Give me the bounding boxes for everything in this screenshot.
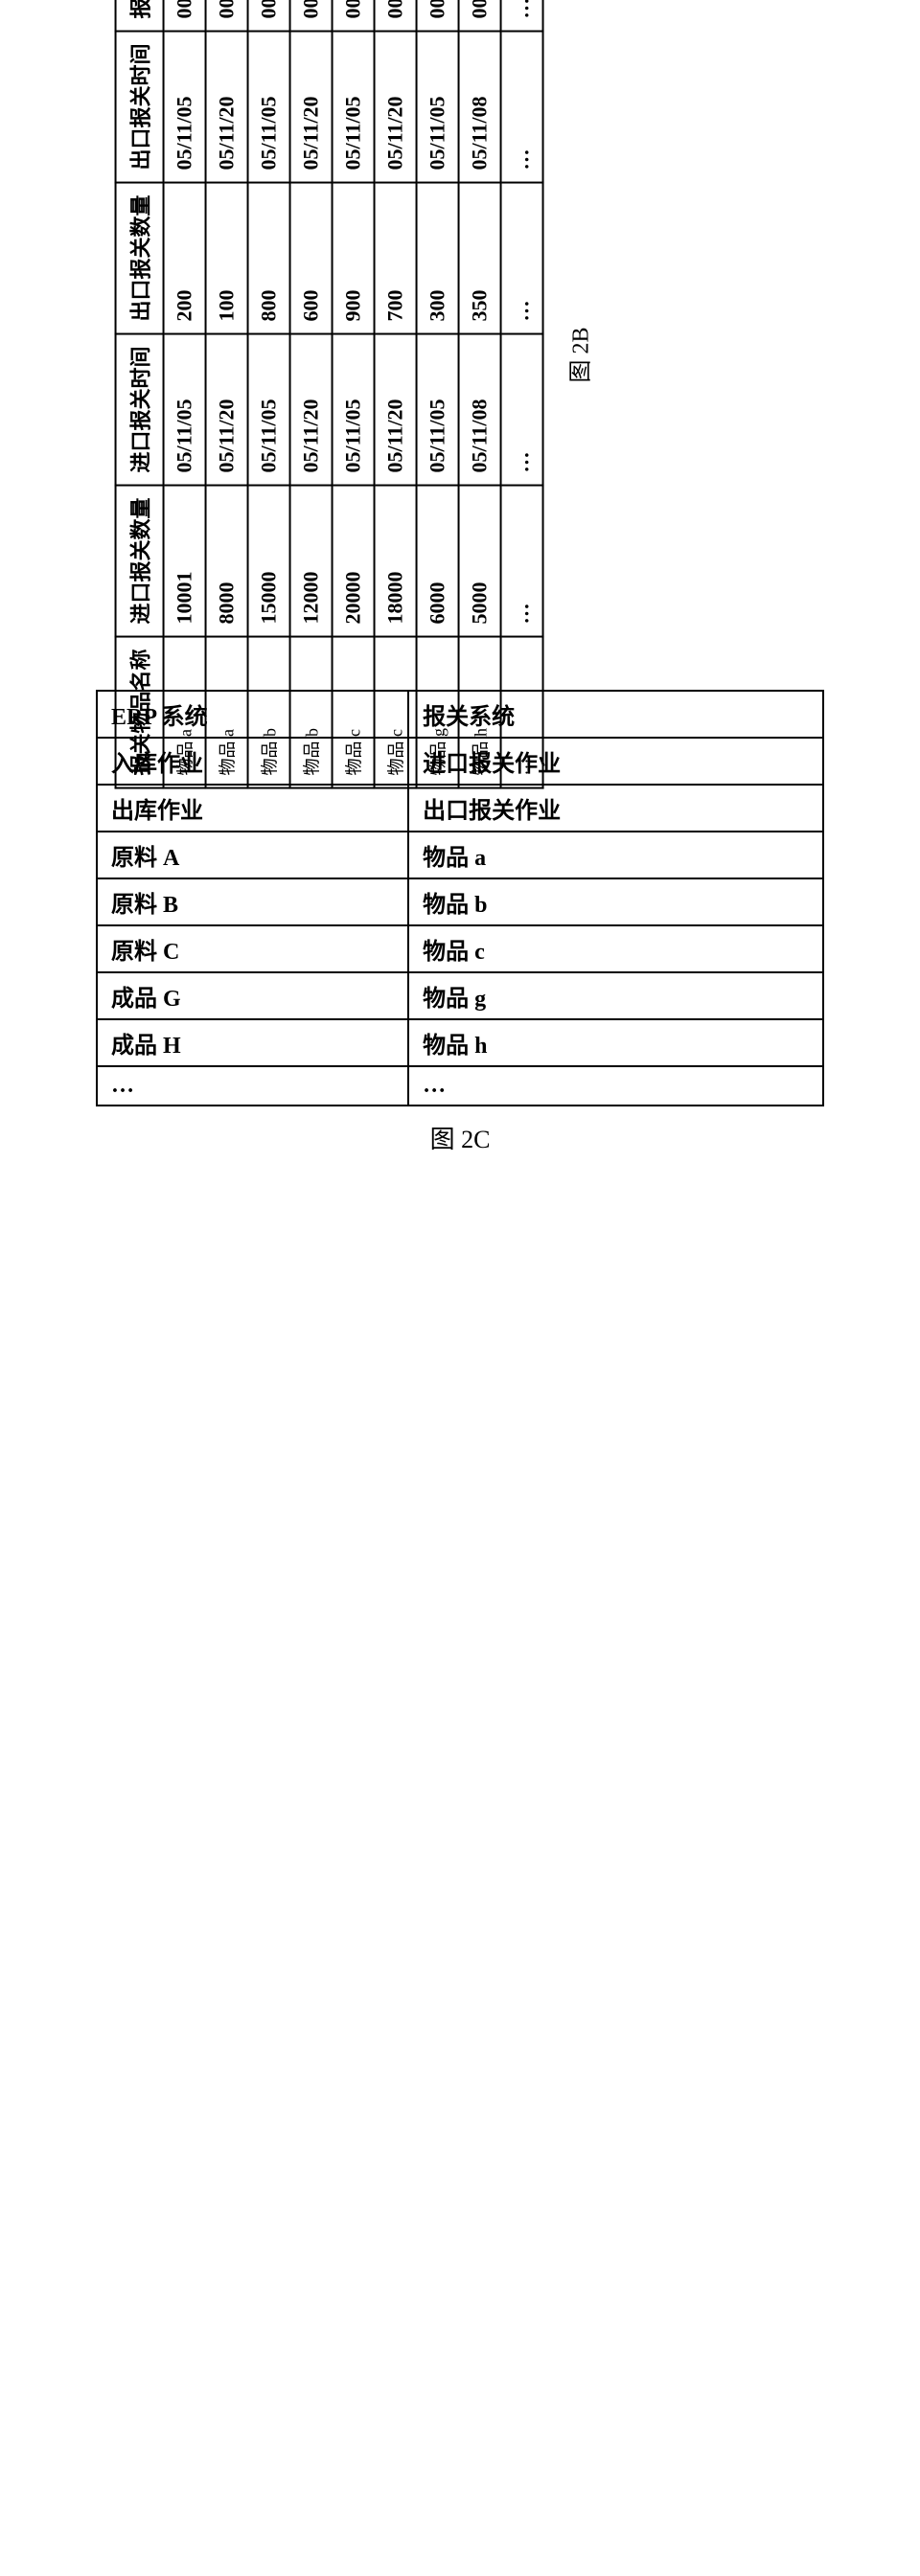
cell: 物品 g <box>408 972 823 1019</box>
cell: … <box>501 0 543 31</box>
cell: 物品 b <box>408 878 823 925</box>
table-row: 原料 B 物品 b <box>97 878 823 925</box>
th-import-time: 进口报关时间 <box>116 333 164 485</box>
cell: … <box>501 182 543 333</box>
cell: 05/11/05 <box>333 31 375 182</box>
cell: 6000 <box>417 485 459 636</box>
th-import-qty: 进口报关数量 <box>116 485 164 636</box>
cell: 物品 h <box>459 636 501 787</box>
cell: 05/11/08 <box>459 31 501 182</box>
cell: 物品 h <box>408 1019 823 1066</box>
th-export-qty: 出口报关数量 <box>116 182 164 333</box>
cell: 300 <box>417 182 459 333</box>
cell: 05/11/05 <box>248 31 290 182</box>
cell: 20000 <box>333 485 375 636</box>
cell: 物品 a <box>206 636 248 787</box>
cell: 15000 <box>248 485 290 636</box>
cell: 05/11/05 <box>333 333 375 485</box>
cell: 05/11/05 <box>417 31 459 182</box>
cell: 物品 b <box>248 636 290 787</box>
cell: 成品 G <box>97 972 408 1019</box>
cell: 10001 <box>164 485 206 636</box>
cell: 出库作业 <box>97 785 408 832</box>
cell: 12000 <box>290 485 333 636</box>
cell: 0001 <box>248 0 290 31</box>
cell: … <box>408 1066 823 1106</box>
cell: 05/11/20 <box>206 333 248 485</box>
cell: 8000 <box>206 485 248 636</box>
cell: 物品 b <box>290 636 333 787</box>
cell: 05/11/05 <box>417 333 459 485</box>
table-row: 物品 a 8000 05/11/20 100 05/11/20 0004 <box>206 0 248 787</box>
cell: 05/11/20 <box>375 333 417 485</box>
table-row: 原料 C 物品 c <box>97 925 823 972</box>
table-2b: 报关物品名称 进口报关数量 进口报关时间 出口报关数量 出口报关时间 报关单号 … <box>115 0 544 788</box>
th-export-time: 出口报关时间 <box>116 31 164 182</box>
cell: 100 <box>206 182 248 333</box>
cell: 0001 <box>333 0 375 31</box>
th-item-name: 报关物品名称 <box>116 636 164 787</box>
cell: 原料 A <box>97 832 408 878</box>
table-row: 原料 A 物品 a <box>97 832 823 878</box>
cell: 原料 C <box>97 925 408 972</box>
table-row: 物品 c 20000 05/11/05 900 05/11/05 0001 <box>333 0 375 787</box>
cell: … <box>97 1066 408 1106</box>
table-row: 成品 H 物品 h <box>97 1019 823 1066</box>
cell: 物品 g <box>417 636 459 787</box>
cell: 05/11/08 <box>459 333 501 485</box>
cell: 05/11/20 <box>290 333 333 485</box>
cell: … <box>501 333 543 485</box>
cell: 200 <box>164 182 206 333</box>
cell: 0003 <box>417 0 459 31</box>
cell: 05/11/20 <box>206 31 248 182</box>
cell: 05/11/20 <box>375 31 417 182</box>
cell: 物品 a <box>408 832 823 878</box>
figure-2b-container: 报关物品名称 进口报关数量 进口报关时间 出口报关数量 出口报关时间 报关单号 … <box>19 19 690 690</box>
cell: 800 <box>248 182 290 333</box>
figure-2b-label: 图 2B <box>562 327 595 382</box>
cell: 350 <box>459 182 501 333</box>
table-row: 物品 g 6000 05/11/05 300 05/11/05 0003 <box>417 0 459 787</box>
cell: 0001 <box>164 0 206 31</box>
cell: 05/11/05 <box>164 31 206 182</box>
cell: 0003 <box>459 0 501 31</box>
table-row: 物品 c 18000 05/11/20 700 05/11/20 0004 <box>375 0 417 787</box>
cell: 900 <box>333 182 375 333</box>
table-2b-body: 物品 a 10001 05/11/05 200 05/11/05 0001 物品… <box>164 0 543 787</box>
cell: 物品 c <box>375 636 417 787</box>
table-2b-header-row: 报关物品名称 进口报关数量 进口报关时间 出口报关数量 出口报关时间 报关单号 <box>116 0 164 787</box>
cell: 0004 <box>206 0 248 31</box>
cell: 物品 c <box>408 925 823 972</box>
table-row: 出库作业 出口报关作业 <box>97 785 823 832</box>
cell: 05/11/20 <box>290 31 333 182</box>
table-row: 物品 b 12000 05/11/20 600 05/11/20 0004 <box>290 0 333 787</box>
cell: 5000 <box>459 485 501 636</box>
cell: 物品 a <box>164 636 206 787</box>
cell: 05/11/05 <box>248 333 290 485</box>
table-row: 物品 a 10001 05/11/05 200 05/11/05 0001 <box>164 0 206 787</box>
cell: 出口报关作业 <box>408 785 823 832</box>
th-decl-no: 报关单号 <box>116 0 164 31</box>
table-row: … … <box>97 1066 823 1106</box>
cell: 0004 <box>290 0 333 31</box>
figure-2b-inner: 报关物品名称 进口报关数量 进口报关时间 出口报关数量 出口报关时间 报关单号 … <box>115 0 595 788</box>
figure-2c-label: 图 2C <box>19 1120 901 1155</box>
table-row: 成品 G 物品 g <box>97 972 823 1019</box>
cell: 05/11/05 <box>164 333 206 485</box>
cell: 成品 H <box>97 1019 408 1066</box>
cell: 0004 <box>375 0 417 31</box>
cell: 700 <box>375 182 417 333</box>
cell: … <box>501 485 543 636</box>
cell: 18000 <box>375 485 417 636</box>
cell: … <box>501 636 543 787</box>
cell: 600 <box>290 182 333 333</box>
table-row: … … … … … … <box>501 0 543 787</box>
cell: 物品 c <box>333 636 375 787</box>
table-row: 物品 b 15000 05/11/05 800 05/11/05 0001 <box>248 0 290 787</box>
cell: … <box>501 31 543 182</box>
table-row: 物品 h 5000 05/11/08 350 05/11/08 0003 <box>459 0 501 787</box>
cell: 原料 B <box>97 878 408 925</box>
